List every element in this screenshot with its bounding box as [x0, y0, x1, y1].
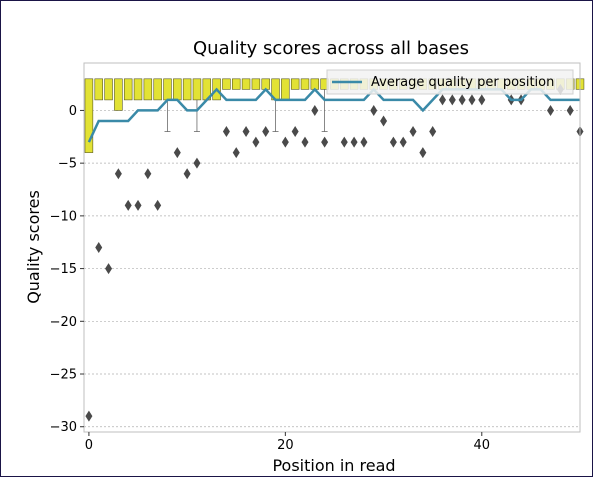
- legend: Average quality per position: [326, 69, 574, 95]
- outlier-point: [173, 147, 181, 159]
- y-axis-label: Quality scores: [24, 190, 43, 304]
- outlier-point: [438, 94, 446, 106]
- outlier-point: [85, 410, 93, 422]
- outlier-point: [114, 168, 122, 180]
- x-tick-label: 20: [277, 438, 294, 453]
- outlier-point: [360, 136, 368, 148]
- box: [94, 78, 103, 101]
- box: [222, 78, 231, 90]
- y-axis-ticks: 0 −5 −10 −15 −20 −25 −30: [50, 104, 84, 435]
- legend-label: Average quality per position: [371, 75, 554, 90]
- box: [300, 78, 310, 90]
- outlier-point: [448, 94, 456, 106]
- outlier-point: [370, 104, 378, 116]
- outlier-point: [350, 136, 358, 148]
- outlier-point: [389, 136, 397, 148]
- chart-title: Quality scores across all bases: [193, 38, 469, 59]
- outlier-point: [419, 147, 427, 159]
- box: [104, 78, 113, 101]
- box: [84, 78, 94, 153]
- outlier-point: [124, 199, 132, 211]
- x-tick-label: 0: [85, 438, 93, 453]
- y-tick-label: −25: [50, 368, 77, 383]
- box: [281, 78, 290, 101]
- outlier-point: [547, 104, 555, 116]
- plot-border: [83, 62, 581, 433]
- box: [123, 78, 133, 101]
- outlier-point: [193, 157, 201, 169]
- box: [232, 78, 241, 90]
- outlier-markers: [85, 83, 584, 422]
- outlier-point: [95, 242, 103, 253]
- outlier-point: [468, 94, 476, 106]
- box: [182, 78, 192, 101]
- outlier-point: [144, 168, 152, 180]
- y-tick-label: −5: [58, 157, 77, 172]
- box: [241, 78, 251, 90]
- box: [251, 78, 261, 90]
- plot-area: [84, 63, 580, 432]
- box: [173, 78, 182, 101]
- outlier-point: [105, 263, 113, 275]
- x-axis-label: Position in read: [272, 456, 395, 475]
- box: [114, 78, 123, 111]
- box: [133, 78, 143, 101]
- outlier-point: [399, 136, 407, 148]
- outlier-point: [458, 94, 466, 106]
- outlier-point: [183, 168, 191, 180]
- outlier-point: [301, 136, 309, 148]
- box: [163, 78, 172, 101]
- box: [153, 78, 162, 101]
- outlier-point: [321, 136, 329, 148]
- x-tick-label: 40: [474, 438, 491, 453]
- outlier-point: [380, 115, 388, 127]
- legend-box: [326, 69, 574, 95]
- box: [143, 78, 153, 101]
- y-tick-label: 0: [69, 104, 77, 119]
- box: [192, 78, 202, 101]
- boxplot-whiskers: [164, 89, 328, 132]
- y-tick-label: −30: [50, 420, 77, 435]
- outlier-point: [154, 199, 162, 211]
- x-axis-ticks: 0 20 40: [85, 432, 490, 453]
- box: [290, 78, 300, 90]
- outlier-point: [281, 136, 289, 148]
- outlier-point: [478, 94, 486, 106]
- y-tick-label: −15: [50, 262, 77, 277]
- outlier-point: [232, 147, 240, 159]
- y-tick-label: −10: [50, 209, 77, 224]
- y-tick-label: −20: [50, 315, 77, 330]
- outlier-point: [311, 104, 319, 116]
- outlier-point: [340, 136, 348, 148]
- grid-lines: [84, 110, 580, 428]
- outlier-point: [566, 104, 574, 116]
- outlier-point: [252, 136, 260, 148]
- outlier-point: [134, 199, 142, 211]
